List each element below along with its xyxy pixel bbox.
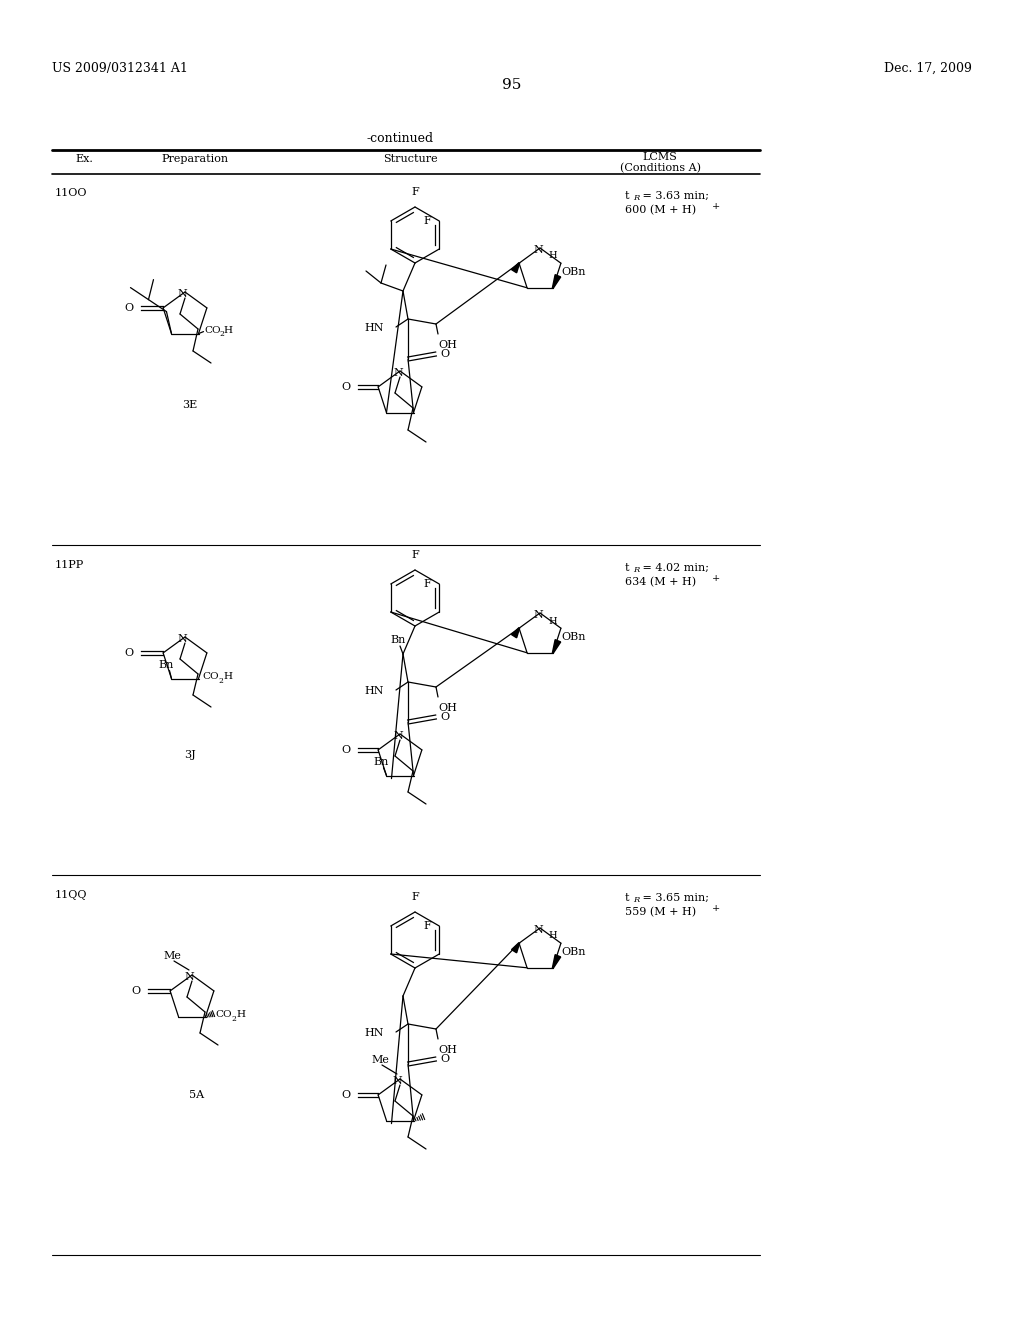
Text: N: N: [534, 925, 543, 935]
Text: OH: OH: [438, 1045, 457, 1055]
Text: OBn: OBn: [561, 946, 586, 957]
Text: +: +: [712, 904, 720, 913]
Text: 11OO: 11OO: [55, 187, 87, 198]
Text: R: R: [633, 896, 639, 904]
Text: +: +: [712, 574, 720, 583]
Text: N: N: [393, 368, 402, 378]
Text: t: t: [625, 564, 630, 573]
Text: R: R: [633, 194, 639, 202]
Text: N: N: [393, 731, 402, 741]
Text: OH: OH: [438, 341, 457, 350]
Text: Dec. 17, 2009: Dec. 17, 2009: [884, 62, 972, 75]
Text: Ex.: Ex.: [75, 154, 93, 164]
Text: LCMS: LCMS: [643, 152, 678, 162]
Polygon shape: [512, 942, 519, 953]
Text: Bn: Bn: [390, 635, 406, 645]
Polygon shape: [553, 954, 561, 968]
Text: 3J: 3J: [184, 750, 196, 760]
Text: 95: 95: [503, 78, 521, 92]
Text: H: H: [548, 252, 557, 260]
Text: OBn: OBn: [561, 632, 586, 642]
Text: H: H: [548, 932, 557, 940]
Text: O: O: [341, 1090, 350, 1100]
Text: N: N: [392, 1076, 401, 1086]
Text: 559 (M + H): 559 (M + H): [625, 907, 696, 917]
Text: 5A: 5A: [189, 1090, 205, 1100]
Text: 2: 2: [231, 1015, 237, 1023]
Polygon shape: [553, 275, 561, 288]
Text: HN: HN: [365, 323, 384, 333]
Text: O: O: [341, 744, 350, 755]
Text: Bn: Bn: [374, 756, 389, 767]
Text: Preparation: Preparation: [162, 154, 228, 164]
Text: +: +: [712, 202, 720, 211]
Text: N: N: [177, 634, 186, 644]
Text: HN: HN: [365, 686, 384, 696]
Text: O: O: [341, 381, 350, 392]
Text: = 3.63 min;: = 3.63 min;: [639, 191, 709, 201]
Text: O: O: [124, 648, 133, 657]
Text: N: N: [534, 610, 543, 620]
Text: F: F: [424, 921, 431, 931]
Text: OBn: OBn: [561, 267, 586, 277]
Text: CO: CO: [203, 672, 219, 681]
Text: -continued: -continued: [367, 132, 433, 145]
Text: Structure: Structure: [383, 154, 437, 164]
Text: CO: CO: [205, 326, 221, 335]
Text: 11QQ: 11QQ: [55, 890, 87, 900]
Text: Me: Me: [163, 950, 181, 961]
Text: Me: Me: [371, 1055, 389, 1065]
Text: US 2009/0312341 A1: US 2009/0312341 A1: [52, 62, 187, 75]
Text: t: t: [625, 191, 630, 201]
Text: F: F: [424, 216, 431, 226]
Text: = 4.02 min;: = 4.02 min;: [639, 564, 709, 573]
Text: N: N: [177, 289, 186, 300]
Text: H: H: [237, 1010, 246, 1019]
Text: N: N: [184, 972, 194, 982]
Text: 634 (M + H): 634 (M + H): [625, 577, 696, 587]
Polygon shape: [512, 263, 519, 273]
Text: Bn: Bn: [159, 660, 174, 669]
Text: 11PP: 11PP: [55, 560, 84, 570]
Text: O: O: [131, 986, 140, 995]
Text: R: R: [633, 566, 639, 574]
Text: F: F: [411, 892, 419, 902]
Text: CO: CO: [215, 1010, 232, 1019]
Text: OH: OH: [438, 704, 457, 713]
Text: HN: HN: [365, 1028, 384, 1038]
Text: t: t: [625, 894, 630, 903]
Text: H: H: [548, 616, 557, 626]
Text: 3E: 3E: [182, 400, 198, 411]
Polygon shape: [553, 640, 561, 653]
Text: O: O: [440, 348, 450, 359]
Text: O: O: [124, 302, 133, 313]
Text: F: F: [424, 579, 431, 589]
Text: O: O: [440, 711, 450, 722]
Text: 2: 2: [218, 677, 223, 685]
Text: F: F: [411, 550, 419, 560]
Polygon shape: [512, 628, 519, 638]
Text: (Conditions A): (Conditions A): [620, 162, 700, 173]
Text: F: F: [411, 187, 419, 197]
Text: 2: 2: [219, 330, 224, 338]
Text: = 3.65 min;: = 3.65 min;: [639, 894, 709, 903]
Text: 600 (M + H): 600 (M + H): [625, 205, 696, 215]
Text: N: N: [534, 246, 543, 255]
Text: H: H: [223, 672, 232, 681]
Text: H: H: [223, 326, 232, 335]
Text: O: O: [440, 1053, 450, 1064]
